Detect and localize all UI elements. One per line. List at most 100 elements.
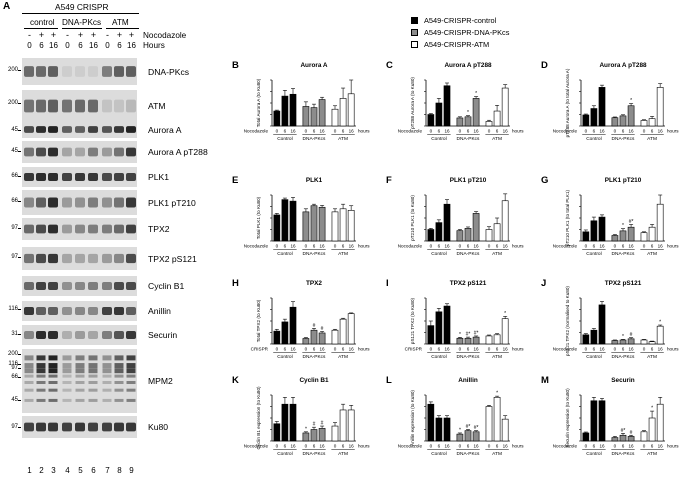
y-axis-label: pT288 Aurora A (to total Aurora A)	[565, 68, 570, 137]
hours-value-7: 0	[105, 41, 110, 50]
group-label: Control	[586, 451, 601, 457]
time-tick-label: 6	[438, 244, 441, 249]
time-tick-label: 16	[629, 244, 635, 249]
time-tick-label: 6	[651, 444, 654, 449]
chart-title: PLK1 pT210	[604, 177, 642, 184]
time-tick-label: 6	[467, 444, 470, 449]
bar-9	[501, 87, 509, 127]
time-tick-label: 0	[614, 347, 617, 352]
time-tick-label: 16	[349, 244, 355, 249]
bar-2	[435, 102, 443, 127]
unit-label: hours	[667, 129, 679, 134]
mw-tick	[18, 150, 21, 152]
nocodazole-sign-4: -	[66, 30, 69, 40]
bar-4	[302, 432, 310, 442]
time-tick-label: 6	[313, 244, 316, 249]
mw-tick	[18, 129, 21, 131]
time-tick-label: 16	[599, 244, 605, 249]
group-label: Control	[277, 251, 292, 257]
group-label: Control	[586, 251, 601, 257]
group-label: Control	[277, 354, 292, 360]
significance-mark: *	[496, 391, 498, 397]
time-tick-label: 6	[284, 244, 287, 249]
time-tick-label: 16	[474, 244, 480, 249]
significance-mark: #*	[629, 219, 634, 225]
time-tick-label: 6	[651, 244, 654, 249]
time-tick-label: 16	[320, 129, 326, 134]
bar-6	[472, 431, 480, 442]
time-tick-label: 16	[658, 347, 664, 352]
bar-3	[289, 93, 297, 127]
bar-9	[347, 210, 355, 242]
time-tick-label: 0	[276, 244, 279, 249]
mw-marker: 200	[7, 67, 18, 74]
time-tick-label: 16	[658, 444, 664, 449]
bar-7	[485, 229, 493, 242]
row-label: Nocodazole	[244, 244, 269, 249]
blot-tpx2-ps121	[22, 247, 137, 270]
mw-marker: 31	[11, 331, 18, 337]
time-tick-label: 0	[430, 244, 433, 249]
blot-label: ATM	[148, 101, 166, 111]
legend-label-control: A549-CRISPR-control	[424, 16, 497, 25]
bar-9	[347, 93, 355, 127]
bar-3	[289, 306, 297, 345]
time-tick-label: 16	[349, 444, 355, 449]
mw-marker: 45	[11, 147, 18, 154]
significance-mark: *	[459, 332, 461, 338]
group-label: DNA-PKcs	[303, 251, 327, 257]
significance-mark: *	[459, 427, 461, 433]
time-tick-label: 6	[284, 347, 287, 352]
time-tick-label: 16	[290, 129, 296, 134]
time-tick-label: 16	[444, 129, 450, 134]
bar-9	[656, 325, 664, 345]
bar-6	[472, 98, 480, 127]
chart-title: TPX2	[306, 280, 322, 287]
bar-chart-l: Anillin expression (to Ku80)0 6 16*0#*6#*1…	[398, 390, 524, 457]
lane-number-4: 4	[65, 466, 70, 475]
unit-label: hours	[667, 347, 679, 352]
bar-3	[443, 417, 451, 442]
time-tick-label: 0	[305, 244, 308, 249]
significance-mark: #*	[474, 425, 479, 431]
time-tick-label: 0	[305, 347, 308, 352]
bar-1	[273, 110, 281, 127]
chart-title: TPX2 pS121	[604, 280, 642, 287]
time-tick-label: 0	[430, 129, 433, 134]
time-tick-label: 16	[474, 444, 480, 449]
y-axis-label: pT210 PLK1 (to total PLK1)	[565, 189, 570, 246]
bar-6	[472, 336, 480, 345]
time-tick-label: 0	[614, 244, 617, 249]
mw-marker: 97	[11, 365, 18, 372]
group-label: ATM	[647, 136, 657, 142]
panel-letter: D	[541, 60, 548, 71]
unit-label: hours	[512, 129, 524, 134]
group-label: ATM	[338, 136, 348, 142]
significance-mark: *	[622, 223, 624, 229]
group-label-atm: ATM	[112, 18, 129, 27]
group-underline-control	[24, 28, 58, 29]
bar-1	[582, 334, 590, 345]
group-label: DNA-PKcs	[612, 136, 636, 142]
mw-marker: 200	[7, 99, 18, 106]
time-tick-label: 16	[290, 347, 296, 352]
bar-4	[302, 106, 310, 127]
group-label: DNA-PKcs	[457, 251, 481, 257]
significance-mark: #	[630, 332, 633, 338]
bar-1	[427, 325, 435, 345]
panel-letter: I	[386, 278, 389, 289]
significance-mark: *	[504, 311, 506, 317]
unit-label: hours	[667, 444, 679, 449]
group-label-dnapkcs: DNA-PKcs	[62, 18, 102, 27]
panel-letter: B	[232, 60, 239, 71]
group-label: DNA-PKcs	[457, 354, 481, 360]
mw-marker: 66	[11, 373, 18, 380]
time-tick-label: 16	[474, 347, 480, 352]
mw-tick	[18, 400, 21, 402]
bar-2	[281, 403, 289, 442]
significance-mark: #	[313, 422, 316, 428]
group-label: ATM	[492, 354, 502, 360]
mw-tick	[18, 354, 21, 356]
bar-5	[464, 430, 472, 442]
y-axis-label: Securin expression (to Ku80)	[565, 388, 570, 448]
